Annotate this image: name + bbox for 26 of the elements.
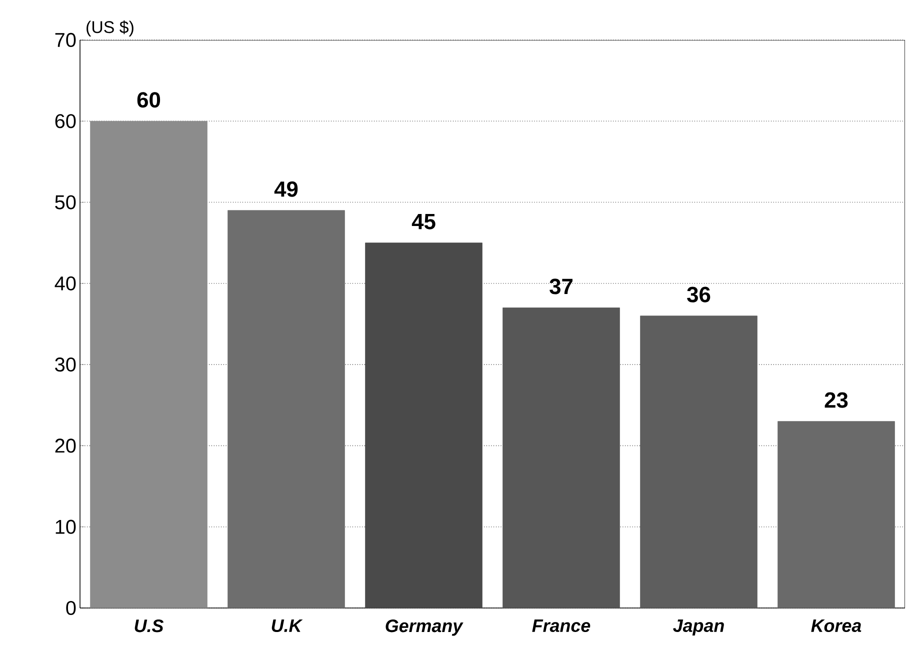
bar	[640, 316, 758, 608]
data-label: 36	[687, 286, 710, 302]
x-tick-label: U.K	[272, 620, 303, 632]
data-label: 45	[412, 214, 436, 230]
data-label: 49	[274, 181, 298, 197]
data-label: 23	[824, 392, 848, 408]
bar	[228, 210, 345, 608]
y-tick-label: 30	[55, 358, 76, 372]
data-label: 60	[137, 92, 160, 108]
bar	[778, 421, 895, 608]
data-label: 37	[550, 278, 572, 294]
y-axis-title: (US $)	[86, 20, 134, 36]
x-tick-label: Germany	[386, 619, 464, 636]
bar	[502, 308, 620, 608]
x-tick-label: Korea	[811, 620, 862, 632]
y-tick-label: 0	[66, 600, 76, 616]
y-tick-label: 50	[55, 195, 76, 210]
x-tick-label: U.S	[134, 619, 164, 632]
y-tick-label: 20	[55, 438, 76, 453]
y-tick-label: 40	[54, 276, 76, 290]
x-tick-label: Japan	[673, 620, 724, 636]
x-tick-label: France	[532, 620, 590, 632]
y-tick-label: 60	[55, 114, 76, 128]
y-tick-label: 70	[55, 32, 76, 48]
y-tick-label: 10	[56, 520, 76, 534]
bar	[365, 242, 482, 608]
